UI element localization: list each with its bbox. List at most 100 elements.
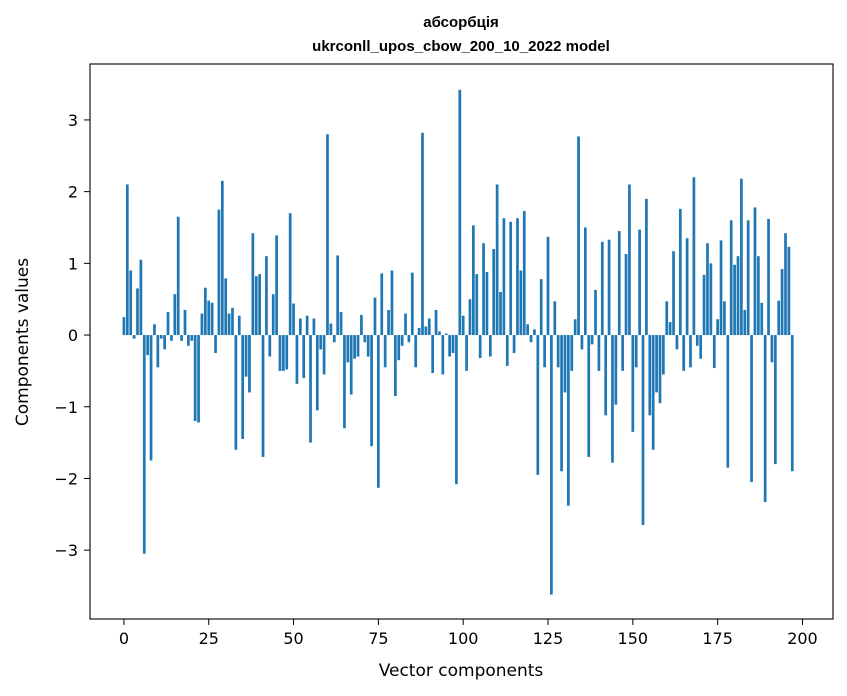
bar xyxy=(475,274,479,336)
bar xyxy=(248,335,251,393)
chart-title-line2: ukrconll_upos_cbow_200_10_2022 model xyxy=(312,38,610,55)
bar xyxy=(153,324,156,336)
bar xyxy=(458,89,462,336)
bar xyxy=(706,243,709,336)
bar xyxy=(125,184,129,336)
x-tick-label: 100 xyxy=(448,629,479,648)
bar xyxy=(139,259,143,336)
bar xyxy=(631,335,635,432)
bar xyxy=(767,218,770,336)
bar xyxy=(773,335,777,465)
x-tick-label: 200 xyxy=(787,629,818,648)
bar xyxy=(312,318,316,336)
bar xyxy=(685,238,689,336)
bar xyxy=(427,318,431,336)
bar xyxy=(326,134,329,336)
bar xyxy=(651,335,655,450)
bar xyxy=(655,335,658,393)
bar xyxy=(729,220,733,336)
bar xyxy=(261,335,265,457)
bar xyxy=(746,220,750,336)
bar xyxy=(539,279,543,336)
bar xyxy=(780,269,784,336)
bar xyxy=(577,136,580,336)
bar xyxy=(370,335,373,447)
bar xyxy=(563,335,567,393)
bar xyxy=(251,233,255,336)
bar xyxy=(319,335,323,350)
bar xyxy=(502,218,506,336)
bar xyxy=(203,287,207,336)
bar xyxy=(617,231,621,336)
bar xyxy=(665,301,669,336)
bar xyxy=(339,312,343,336)
bar xyxy=(434,309,438,336)
y-axis-ticks: −3 −2 −1 0 1 2 3 xyxy=(54,111,90,560)
bar xyxy=(740,178,743,336)
y-tick-label: 3 xyxy=(68,111,78,130)
bar xyxy=(448,335,451,357)
bar xyxy=(478,335,482,358)
x-axis-label: Vector components xyxy=(379,661,544,681)
bar xyxy=(777,300,781,336)
bar xyxy=(197,335,200,423)
bar xyxy=(292,303,295,336)
bar xyxy=(607,239,611,336)
bar xyxy=(268,335,272,357)
bar xyxy=(658,335,662,404)
bar xyxy=(343,335,346,429)
bar xyxy=(519,270,523,336)
bar xyxy=(387,309,390,336)
bar xyxy=(468,299,472,336)
bar xyxy=(743,309,747,336)
bar xyxy=(217,209,221,336)
bar xyxy=(719,240,723,336)
bar xyxy=(546,236,550,336)
bar xyxy=(723,301,726,336)
bar xyxy=(176,216,180,336)
bar xyxy=(556,335,560,368)
bar xyxy=(159,335,163,339)
bar xyxy=(757,256,760,336)
bar xyxy=(570,335,574,371)
bar xyxy=(315,335,319,411)
y-tick-label: 2 xyxy=(68,183,78,202)
bar xyxy=(516,218,519,336)
x-tick-label: 0 xyxy=(119,629,129,648)
x-tick-label: 75 xyxy=(368,629,388,648)
bar xyxy=(536,335,540,475)
bar xyxy=(377,335,380,488)
bar xyxy=(417,327,421,336)
bar xyxy=(146,335,150,356)
bar xyxy=(699,335,703,359)
bar xyxy=(733,264,736,336)
bar xyxy=(241,335,245,440)
x-tick-label: 25 xyxy=(199,629,219,648)
bar xyxy=(505,335,509,366)
bar xyxy=(193,335,197,422)
bar xyxy=(594,289,597,336)
bar xyxy=(302,335,306,379)
y-tick-label: −3 xyxy=(54,541,78,560)
bar xyxy=(641,335,645,526)
bar xyxy=(675,335,679,350)
bar xyxy=(495,184,499,336)
bar xyxy=(329,323,333,336)
bar xyxy=(499,292,502,336)
bar xyxy=(363,335,367,343)
bar xyxy=(380,273,384,336)
bar xyxy=(736,256,740,336)
bar xyxy=(360,314,363,336)
bar xyxy=(526,324,530,336)
bar xyxy=(383,335,387,368)
bar xyxy=(709,263,713,336)
bar xyxy=(332,335,336,343)
bar xyxy=(183,309,187,336)
bar xyxy=(404,313,407,336)
bar xyxy=(485,271,489,336)
bar xyxy=(597,335,601,371)
bar xyxy=(689,335,692,368)
bar xyxy=(455,335,458,485)
bar xyxy=(611,335,614,463)
